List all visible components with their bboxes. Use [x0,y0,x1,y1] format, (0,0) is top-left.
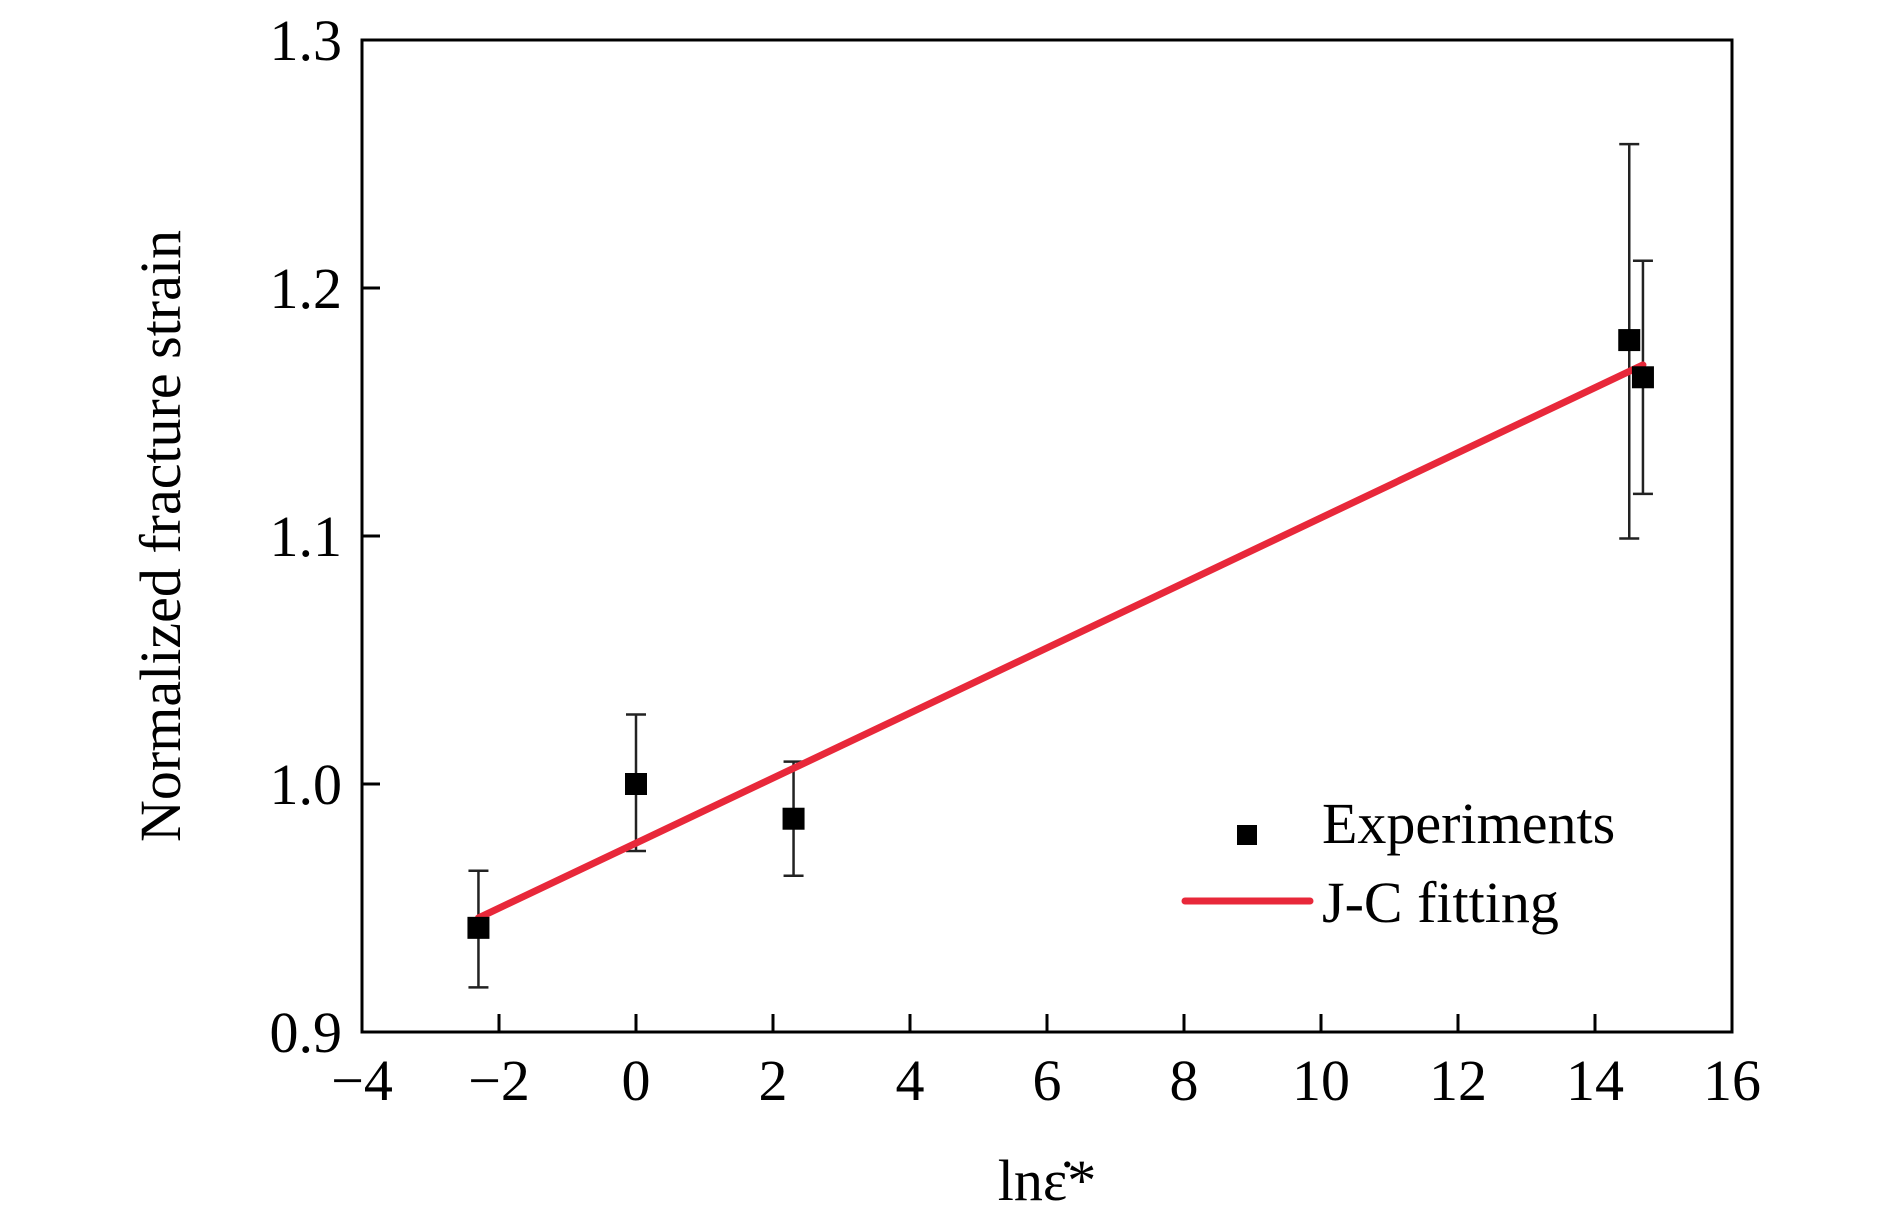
data-point-marker-2 [782,807,805,830]
x-tick-label-6: 8 [1170,1048,1199,1113]
x-tick-label-0: −4 [331,1048,393,1113]
x-tick-label-8: 12 [1429,1048,1487,1113]
fit-line [474,361,1647,922]
data-point-marker-1 [625,773,647,795]
x-tick-label-4: 4 [896,1048,925,1113]
legend-fit-label: J-C fitting [1322,870,1559,935]
errorbars-layer [468,142,1653,989]
x-tick-label-3: 2 [759,1048,788,1113]
markers-layer [467,329,1654,939]
y-tick-label-2: 1.1 [270,504,343,569]
data-point-marker-4 [1631,366,1654,389]
x-tick-label-7: 10 [1292,1048,1350,1113]
tick-labels-layer: −4 −2 0 2 4 6 8 10 12 14 16 0.9 1.0 1.1 1.2 1.3 [270,8,1762,1113]
x-tick-label-5: 6 [1033,1048,1062,1113]
legend-experiments-marker [1237,825,1257,845]
plot-frame [360,38,1734,1034]
x-tick-label-9: 14 [1566,1048,1624,1113]
data-point-marker-3 [1618,329,1641,352]
y-tick-label-4: 1.3 [270,8,343,73]
y-tick-label-1: 1.0 [270,752,343,817]
legend: Experiments J-C fitting [1181,791,1615,935]
fit-line-layer [474,361,1647,922]
y-tick-label-3: 1.2 [270,256,343,321]
x-axis-title: lnε̇* [998,1148,1096,1213]
y-tick-label-0: 0.9 [270,1000,343,1065]
y-axis-title: Normalized fracture strain [128,230,193,842]
legend-experiments-label: Experiments [1322,791,1615,856]
x-tick-label-2: 0 [622,1048,651,1113]
data-point-marker-0 [467,916,490,939]
x-tick-label-1: −2 [468,1048,530,1113]
legend-marker-square [1237,825,1257,845]
x-tick-label-10: 16 [1703,1048,1761,1113]
